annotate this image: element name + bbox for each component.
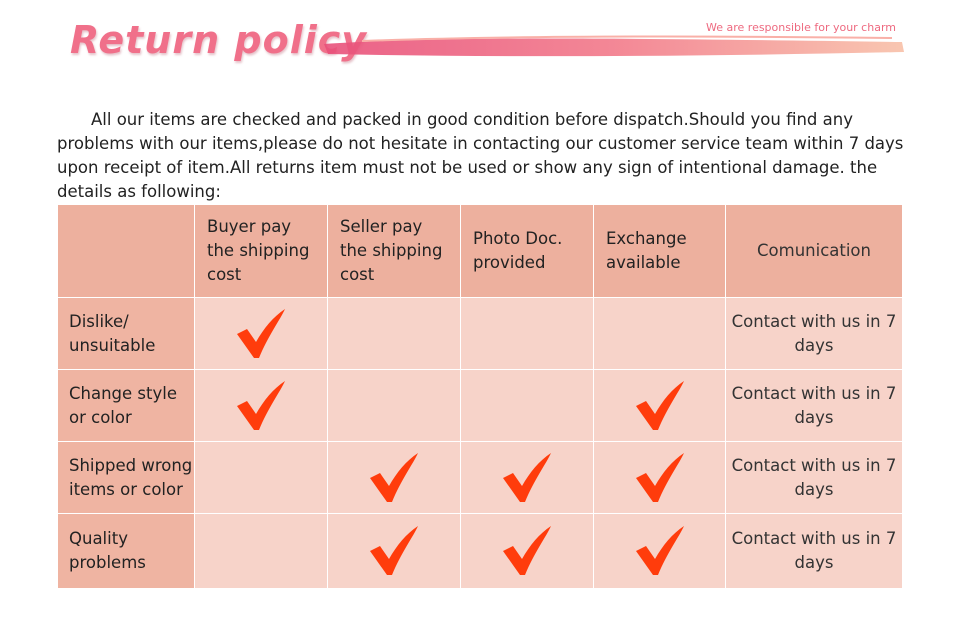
check-cell [195,514,328,589]
policy-table: Buyer pay the shipping cost Seller pay th… [58,205,903,589]
contact-cell: Contact with us in 7 days [726,442,903,514]
check-mark [237,380,285,430]
check-mark [370,452,418,502]
cell-text: Contact with us in 7 days [731,529,897,572]
brush-stroke [324,35,904,57]
contact-cell: Contact with us in 7 days [726,298,903,370]
cell-text: Dislike/ unsuitable [69,311,156,355]
check-cell [328,370,461,442]
contact-cell: Contact with us in 7 days [726,514,903,589]
header-cell: Seller pay the shipping cost [328,205,461,298]
check-cell [195,298,328,370]
corner-cell [58,205,195,298]
row-label: Dislike/ unsuitable [58,298,195,370]
check-cell [328,298,461,370]
check-mark [237,308,285,358]
check-cell [594,298,726,370]
cell-text: Quality problems [69,529,146,572]
check-mark [635,526,684,575]
check-cell [195,442,328,514]
cell-text: Contact with us in 7 days [731,455,897,499]
row-label: Quality problems [58,514,195,589]
title: Return policy [70,18,368,62]
header-cell: Photo Doc. provided [461,205,594,298]
header-cell: Buyer pay the shipping cost [195,205,328,298]
row-label: Shipped wrong items or color [58,442,195,514]
cell-text: Photo Doc. provided [473,229,563,272]
cell-text: Exchange available [606,229,687,272]
header-cell: Comunication [726,205,903,298]
check-cell [328,442,461,514]
check-cell [461,370,594,442]
check-cell [195,370,328,442]
check-cell [461,298,594,370]
contact-cell: Contact with us in 7 days [726,370,903,442]
cell-text: Contact with us in 7 days [731,311,897,355]
check-mark [503,526,551,575]
check-cell [461,514,594,589]
check-mark [635,380,684,430]
cell-text: Shipped wrong items or color [69,455,193,499]
check-cell [461,442,594,514]
check-cell [594,442,726,514]
tagline: We are responsible for your charm [706,21,896,34]
cell-text: Contact with us in 7 days [731,383,897,427]
cell-text: Change style or color [69,383,177,427]
cell-text: Buyer pay the shipping cost [207,217,310,284]
cell-text: Seller pay the shipping cost [340,217,443,284]
intro-text: All our items are checked and packed in … [57,110,904,201]
check-mark [370,526,418,575]
check-mark [503,452,551,502]
cell-text: Comunication [757,241,871,260]
check-mark [635,452,684,502]
header-cell: Exchange available [594,205,726,298]
check-cell [594,514,726,589]
check-cell [594,370,726,442]
row-label: Change style or color [58,370,195,442]
check-cell [328,514,461,589]
